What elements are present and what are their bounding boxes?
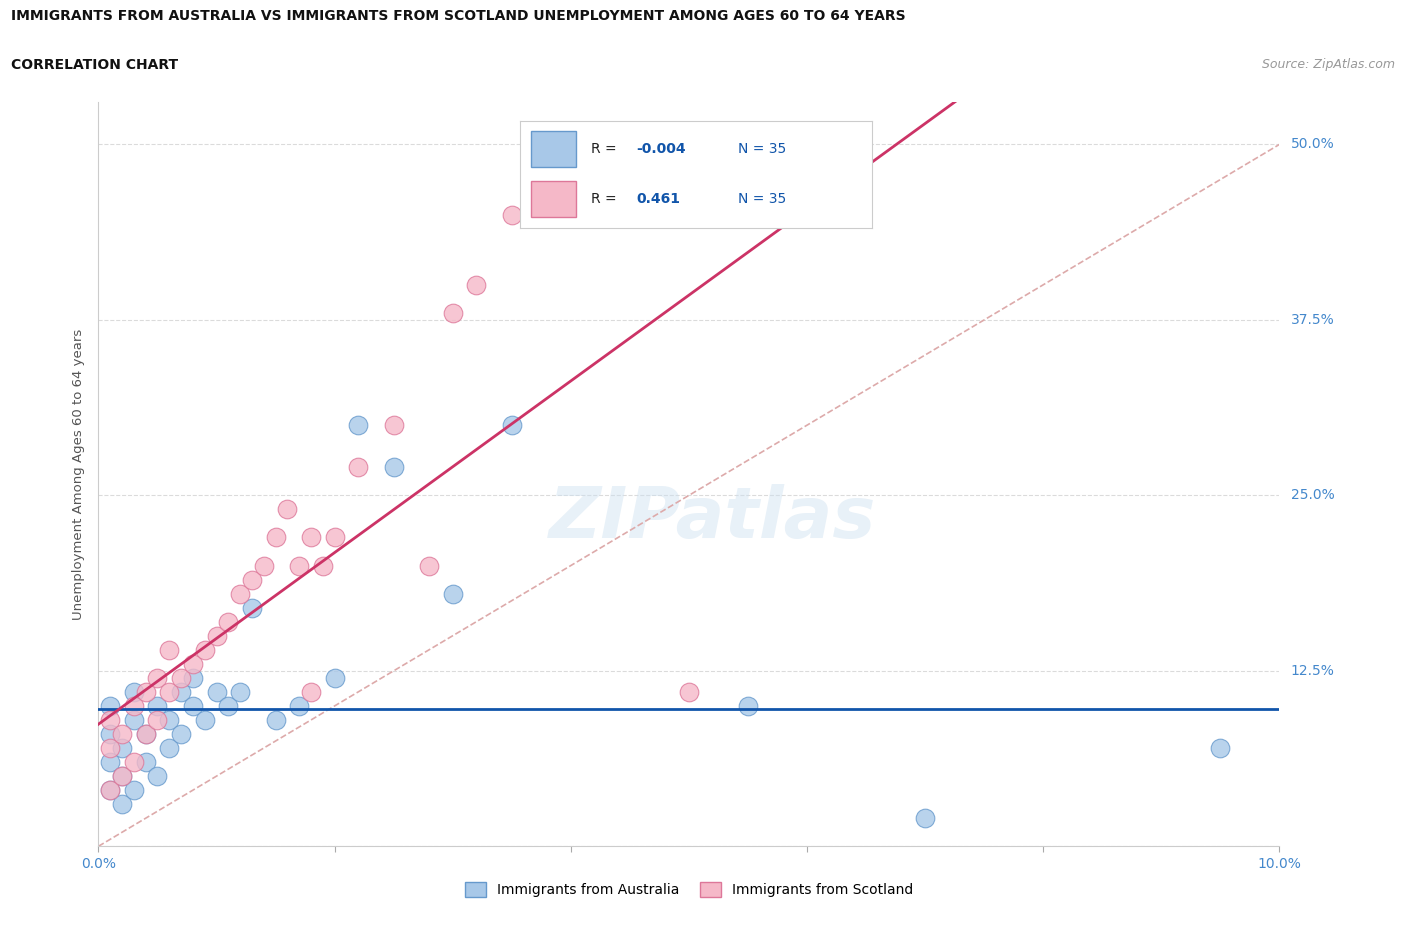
Point (678, 684, 700, 699)
Point (194, 712, 217, 727)
Point (146, 769, 169, 784)
Point (98, 698, 121, 713)
Point (1209, 740, 1232, 755)
Point (382, 459, 405, 474)
Point (111, 740, 134, 755)
Point (323, 671, 346, 685)
Point (98, 754, 121, 769)
Point (146, 698, 169, 713)
Text: -0.004: -0.004 (637, 141, 686, 155)
Point (323, 530, 346, 545)
Point (111, 769, 134, 784)
Point (299, 530, 322, 545)
Point (181, 671, 204, 685)
Point (157, 712, 180, 727)
Point (382, 418, 405, 432)
Text: ZIPatlas: ZIPatlas (548, 485, 876, 553)
Point (111, 769, 134, 784)
Point (181, 657, 204, 671)
Point (181, 698, 204, 713)
Text: N = 35: N = 35 (738, 192, 786, 206)
Point (441, 586, 464, 601)
Text: 0.461: 0.461 (637, 192, 681, 206)
Text: 25.0%: 25.0% (1291, 488, 1334, 502)
Point (205, 684, 228, 699)
Point (122, 754, 145, 769)
Point (98, 740, 121, 755)
Point (111, 797, 134, 812)
Point (465, 277, 488, 292)
Point (264, 712, 287, 727)
Point (347, 459, 370, 474)
Point (135, 684, 157, 699)
Point (501, 418, 523, 432)
Point (98, 783, 121, 798)
Point (170, 671, 193, 685)
Point (98, 712, 121, 727)
Point (135, 726, 157, 741)
Point (122, 783, 145, 798)
Point (240, 600, 263, 615)
Text: 50.0%: 50.0% (1291, 138, 1334, 152)
Text: CORRELATION CHART: CORRELATION CHART (11, 58, 179, 72)
Point (217, 698, 239, 713)
Point (98, 726, 121, 741)
Point (146, 712, 169, 727)
Point (276, 502, 298, 517)
Point (205, 629, 228, 644)
Bar (531, 180, 576, 218)
Point (441, 305, 464, 320)
Text: IMMIGRANTS FROM AUSTRALIA VS IMMIGRANTS FROM SCOTLAND UNEMPLOYMENT AMONG AGES 60: IMMIGRANTS FROM AUSTRALIA VS IMMIGRANTS … (11, 9, 905, 23)
Y-axis label: Unemployment Among Ages 60 to 64 years: Unemployment Among Ages 60 to 64 years (72, 328, 86, 620)
Point (135, 754, 157, 769)
Point (229, 586, 252, 601)
Text: 37.5%: 37.5% (1291, 312, 1334, 326)
Text: R =: R = (591, 141, 620, 155)
Legend: Immigrants from Australia, Immigrants from Scotland: Immigrants from Australia, Immigrants fr… (460, 876, 918, 903)
Point (240, 572, 263, 587)
Point (122, 698, 145, 713)
Point (253, 558, 276, 573)
Text: Source: ZipAtlas.com: Source: ZipAtlas.com (1261, 58, 1395, 71)
Point (170, 726, 193, 741)
Point (312, 558, 335, 573)
Text: N = 35: N = 35 (738, 141, 786, 155)
Point (229, 684, 252, 699)
Text: R =: R = (591, 192, 620, 206)
Point (194, 643, 217, 658)
Point (288, 558, 311, 573)
Point (135, 726, 157, 741)
Point (264, 530, 287, 545)
Bar (531, 130, 576, 166)
Point (914, 811, 936, 826)
Point (299, 684, 322, 699)
Point (157, 740, 180, 755)
Point (347, 418, 370, 432)
Point (98, 783, 121, 798)
Point (288, 698, 311, 713)
Point (737, 698, 759, 713)
Point (146, 671, 169, 685)
Point (170, 684, 193, 699)
Point (501, 207, 523, 222)
Point (157, 684, 180, 699)
Point (111, 726, 134, 741)
Text: 12.5%: 12.5% (1291, 664, 1334, 678)
Point (418, 558, 440, 573)
Point (122, 712, 145, 727)
Point (122, 684, 145, 699)
Point (157, 643, 180, 658)
Point (217, 614, 239, 629)
